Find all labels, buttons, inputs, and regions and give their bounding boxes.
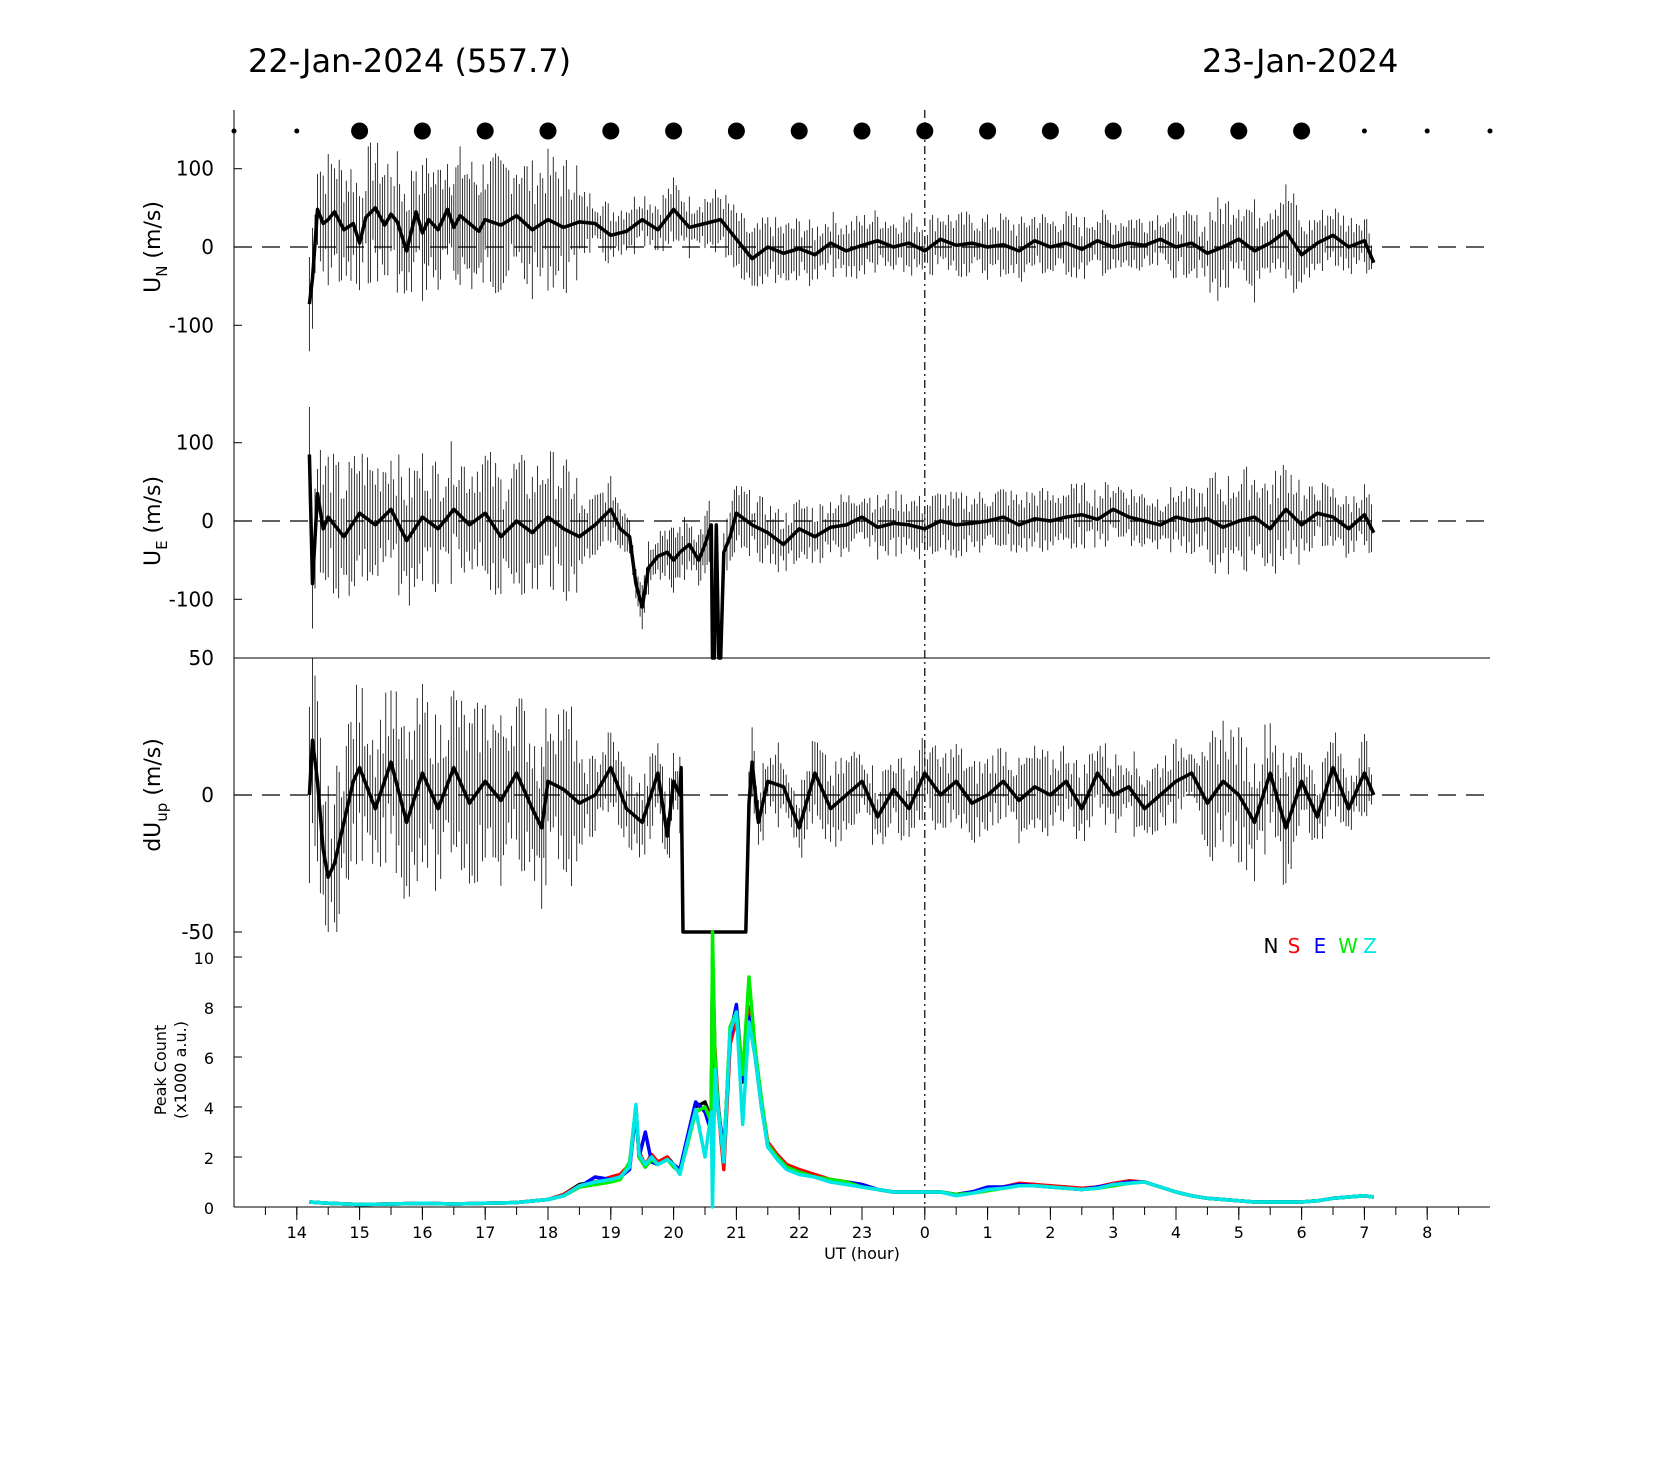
y-axis-label: dUup (m/s) (141, 738, 171, 852)
marker-dot (602, 122, 620, 140)
legend-entry-N: N (1264, 934, 1279, 958)
x-tick-label: 6 (1297, 1223, 1307, 1242)
x-tick-label: 17 (475, 1223, 495, 1242)
left-date-title: 22-Jan-2024 (557.7) (248, 42, 572, 80)
x-tick-label: 5 (1234, 1223, 1244, 1242)
marker-dot (790, 122, 808, 140)
y-axis-label: (x1000 a.u.) (171, 1021, 190, 1119)
peak-count-line-W (309, 930, 1375, 1207)
peak-count-line-N (309, 955, 1375, 1207)
y-tick-label: 2 (204, 1149, 214, 1168)
y-tick-label: 0 (201, 783, 214, 807)
x-tick-label: 8 (1422, 1223, 1432, 1242)
marker-dot (1293, 122, 1311, 140)
x-tick-label: 16 (412, 1223, 432, 1242)
peak-count-line-S (309, 967, 1375, 1207)
y-tick-label: 0 (201, 509, 214, 533)
marker-dot (294, 128, 300, 134)
y-tick-label: 50 (189, 646, 214, 670)
marker-dot (1230, 122, 1248, 140)
y-tick-label: 8 (204, 999, 214, 1018)
marker-dot (1167, 122, 1185, 140)
y-axis-label: UN (m/s) (141, 201, 171, 293)
y-tick-label: 10 (194, 949, 214, 968)
x-tick-label: 2 (1045, 1223, 1055, 1242)
x-tick-label: 14 (287, 1223, 307, 1242)
x-tick-label: 22 (789, 1223, 809, 1242)
x-tick-label: 7 (1359, 1223, 1369, 1242)
y-tick-label: 0 (201, 235, 214, 259)
marker-dot (413, 122, 431, 140)
marker-dot (665, 122, 683, 140)
y-tick-label: 4 (204, 1099, 214, 1118)
x-tick-label: 3 (1108, 1223, 1118, 1242)
y-tick-label: -100 (169, 587, 214, 611)
marker-dot (727, 122, 745, 140)
y-tick-label: -100 (169, 313, 214, 337)
x-tick-label: 1 (983, 1223, 993, 1242)
y-tick-label: 0 (204, 1199, 214, 1218)
marker-dot (1104, 122, 1122, 140)
y-tick-label: -50 (181, 920, 214, 944)
marker-dot (351, 122, 369, 140)
x-tick-label: 23 (852, 1223, 872, 1242)
legend-entry-W: W (1338, 934, 1358, 958)
y-tick-label: 6 (204, 1049, 214, 1068)
x-tick-label: 4 (1171, 1223, 1181, 1242)
y-tick-label: 100 (176, 431, 214, 455)
marker-dot (1041, 122, 1059, 140)
series-line (307, 738, 1376, 934)
marker-dot (476, 122, 494, 140)
series-line (307, 454, 1376, 660)
x-tick-label: 15 (349, 1223, 369, 1242)
marker-dot (1487, 128, 1493, 134)
x-tick-label: 21 (726, 1223, 746, 1242)
marker-dot (1361, 128, 1367, 134)
right-date-title: 23-Jan-2024 (1202, 42, 1399, 80)
marker-dot (1424, 128, 1430, 134)
marker-dot (853, 122, 871, 140)
y-tick-label: 100 (176, 157, 214, 181)
x-axis-label: UT (hour) (824, 1244, 900, 1263)
x-tick-label: 20 (663, 1223, 683, 1242)
x-tick-label: 18 (538, 1223, 558, 1242)
y-axis-label: UE (m/s) (141, 476, 171, 566)
x-tick-label: 0 (920, 1223, 930, 1242)
series-line (307, 206, 1376, 305)
legend-entry-E: E (1314, 934, 1327, 958)
legend-entry-S: S (1288, 934, 1301, 958)
x-tick-label: 19 (601, 1223, 621, 1242)
peak-count-line-Z (309, 1010, 1375, 1209)
marker-dot (979, 122, 997, 140)
y-axis-label: Peak Count (151, 1025, 170, 1116)
legend-entry-Z: Z (1363, 934, 1377, 958)
peak-count-line-E (309, 960, 1375, 1207)
marker-dot (539, 122, 557, 140)
